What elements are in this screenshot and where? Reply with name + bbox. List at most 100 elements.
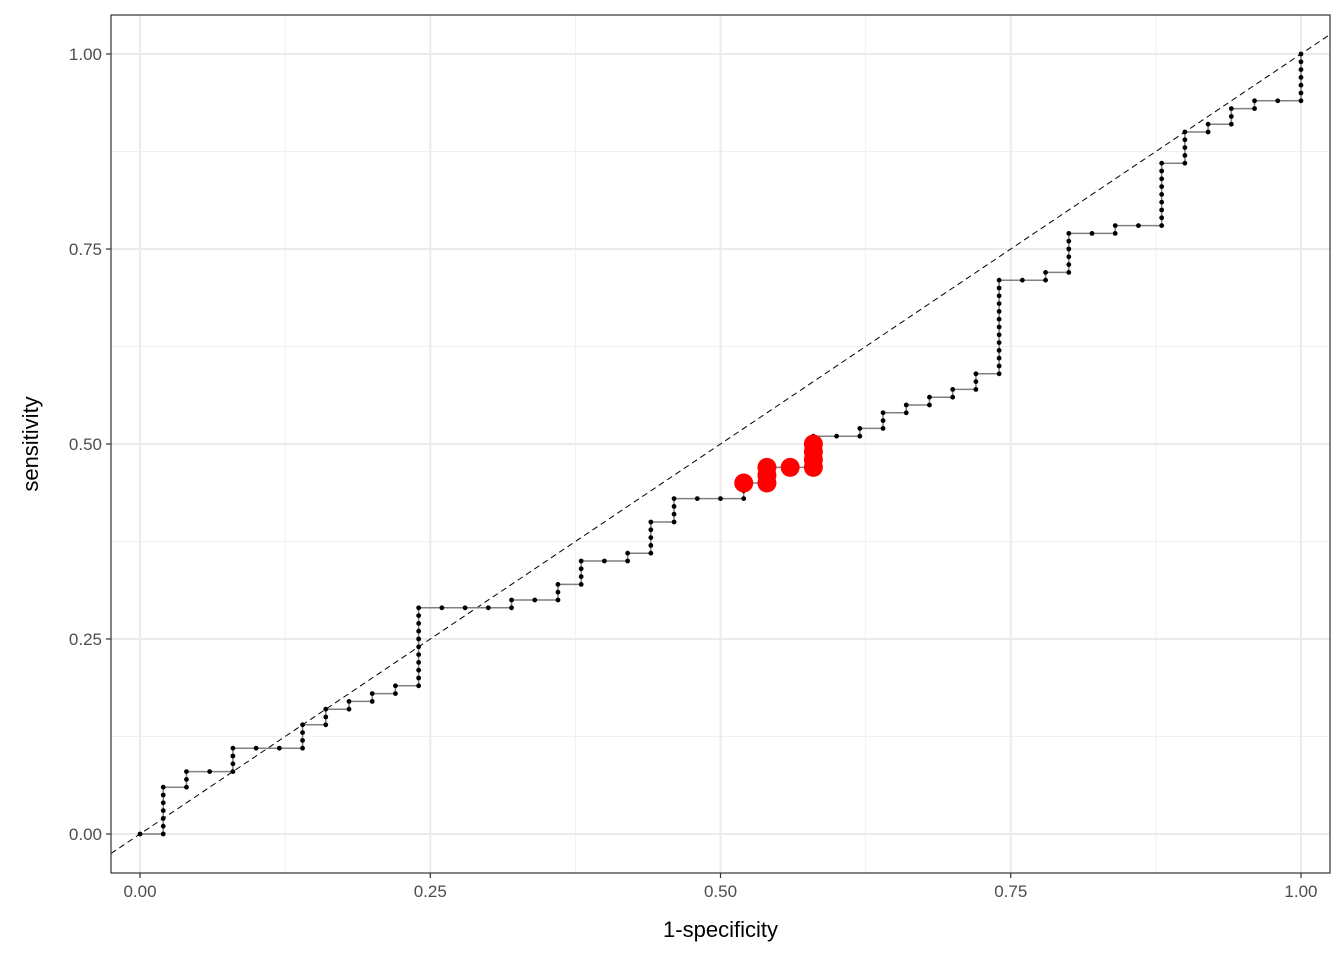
roc-point — [276, 745, 282, 751]
roc-point — [300, 745, 305, 751]
roc-point — [903, 410, 909, 416]
roc-point — [1159, 207, 1165, 213]
roc-point — [996, 316, 1002, 322]
roc-point — [1228, 106, 1234, 111]
roc-point — [393, 683, 398, 689]
x-tick-label: 0.25 — [414, 882, 447, 901]
roc-point — [1252, 106, 1257, 111]
roc-point — [950, 387, 956, 392]
roc-point — [184, 784, 189, 790]
roc-point — [602, 558, 607, 564]
roc-point — [857, 426, 863, 431]
roc-point — [671, 519, 677, 525]
roc-point — [1182, 145, 1188, 151]
y-tick-label: 0.50 — [69, 435, 102, 454]
roc-point — [1112, 231, 1118, 236]
y-axis-ticks: 0.00 0.25 0.50 0.75 1.00 — [69, 45, 111, 844]
roc-point — [416, 652, 422, 657]
roc-point — [1182, 160, 1188, 166]
roc-point — [369, 691, 375, 696]
roc-point — [1066, 246, 1072, 252]
roc-point — [509, 605, 514, 611]
roc-point — [1159, 168, 1165, 174]
roc-point — [578, 558, 584, 564]
roc-point — [439, 605, 445, 611]
roc-point — [323, 706, 329, 712]
roc-point — [230, 769, 236, 774]
roc-point — [1298, 98, 1304, 104]
roc-point — [416, 644, 422, 650]
roc-point — [555, 582, 561, 587]
roc-point — [973, 379, 979, 384]
roc-point — [1298, 90, 1304, 96]
roc-point — [1159, 192, 1165, 197]
roc-point — [903, 402, 909, 408]
roc-point — [1159, 160, 1165, 166]
roc-point — [1043, 270, 1048, 275]
reference-line-group — [110, 34, 1331, 854]
roc-point — [160, 800, 166, 806]
roc-point — [1205, 129, 1211, 135]
roc-point — [950, 394, 956, 400]
roc-point — [346, 699, 352, 704]
roc-point — [323, 714, 329, 720]
roc-point — [207, 769, 213, 774]
roc-point — [1159, 199, 1165, 205]
x-tick-label: 0.75 — [994, 882, 1027, 901]
x-tick-label: 1.00 — [1284, 882, 1317, 901]
roc-point — [184, 769, 189, 774]
roc-point — [996, 348, 1002, 353]
roc-point — [1298, 59, 1304, 65]
roc-point — [160, 823, 166, 829]
roc-point — [648, 550, 654, 556]
roc-point — [416, 660, 422, 665]
roc-point — [1298, 67, 1304, 72]
roc-point — [1182, 153, 1188, 158]
roc-point — [996, 277, 1002, 283]
x-axis-ticks: 0.00 0.25 0.50 0.75 1.00 — [123, 873, 1318, 901]
roc-point — [1275, 98, 1281, 104]
roc-point — [160, 808, 166, 813]
roc-point — [834, 433, 839, 439]
roc-point — [555, 589, 561, 595]
roc-point — [996, 324, 1002, 330]
roc-point — [416, 683, 422, 689]
roc-point — [137, 831, 143, 837]
roc-point — [160, 792, 166, 798]
roc-point — [996, 340, 1002, 345]
y-tick-label: 1.00 — [69, 45, 102, 64]
roc-point — [1043, 277, 1048, 283]
roc-point — [1066, 262, 1072, 267]
roc-point — [671, 496, 677, 501]
roc-point — [509, 597, 514, 603]
roc-point — [1298, 51, 1304, 57]
roc-point — [416, 636, 422, 642]
roc-point — [578, 582, 584, 587]
roc-point — [416, 621, 422, 626]
roc-point — [927, 394, 932, 400]
roc-point — [416, 628, 422, 634]
roc-point — [927, 402, 932, 408]
roc-point — [300, 730, 305, 735]
roc-point — [532, 597, 538, 603]
roc-point — [1182, 129, 1188, 135]
roc-point — [1066, 270, 1072, 275]
roc-point — [323, 722, 329, 728]
roc-point — [648, 527, 654, 533]
roc-point — [253, 745, 259, 751]
roc-point — [996, 309, 1002, 314]
roc-point — [648, 519, 654, 525]
roc-point — [485, 605, 491, 611]
roc-point — [648, 543, 654, 548]
roc-point — [230, 753, 236, 759]
roc-point — [1159, 223, 1165, 229]
x-tick-label: 0.50 — [704, 882, 737, 901]
highlight-point — [734, 473, 754, 493]
y-axis-title: sensitivity — [18, 396, 43, 491]
roc-point — [1228, 121, 1234, 127]
roc-point — [880, 410, 886, 416]
roc-point — [694, 496, 700, 501]
roc-point — [230, 761, 236, 767]
x-tick-label: 0.00 — [123, 882, 156, 901]
